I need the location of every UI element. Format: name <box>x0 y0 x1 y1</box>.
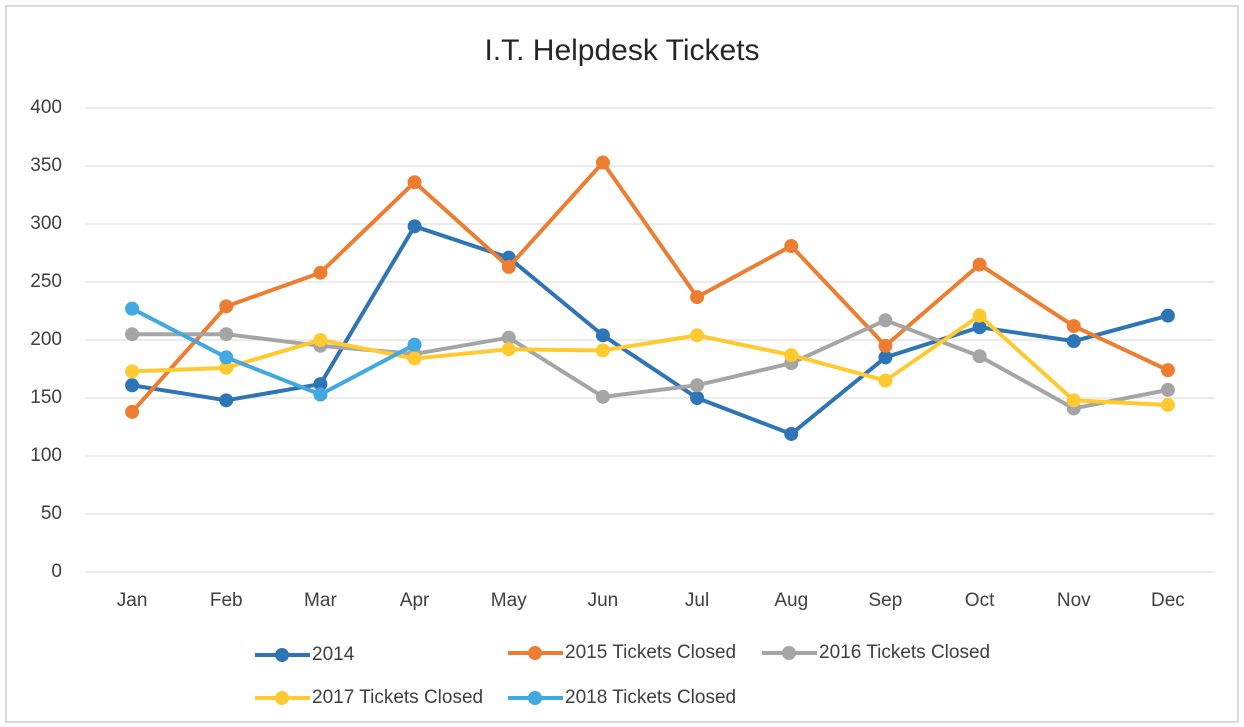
data-point <box>125 327 140 342</box>
data-point <box>595 328 610 343</box>
data-point <box>972 349 987 364</box>
x-tick-label: Oct <box>965 590 995 611</box>
data-point <box>878 373 893 388</box>
x-tick-label: Feb <box>210 590 243 611</box>
data-point <box>972 257 987 272</box>
data-point <box>501 330 516 345</box>
data-point <box>784 239 799 254</box>
data-point <box>407 219 422 234</box>
data-point <box>690 328 705 343</box>
data-point <box>313 377 328 392</box>
legend-marker <box>275 691 289 705</box>
legend-marker <box>275 648 289 662</box>
legend-label: 2015 Tickets Closed <box>565 642 736 663</box>
x-tick-label: Jan <box>117 590 148 611</box>
data-point <box>219 360 234 375</box>
data-point <box>1066 334 1081 349</box>
y-tick-label: 400 <box>30 97 62 118</box>
x-tick-label: Apr <box>400 590 430 611</box>
data-point <box>972 320 987 335</box>
data-point <box>784 426 799 441</box>
y-tick-label: 150 <box>30 387 62 408</box>
data-point <box>219 393 234 408</box>
x-tick-label: Nov <box>1057 590 1091 611</box>
data-point <box>1160 397 1175 412</box>
data-point <box>690 378 705 393</box>
x-tick-label: Sep <box>869 590 903 611</box>
y-tick-label: 250 <box>30 271 62 292</box>
data-point <box>595 155 610 170</box>
data-point <box>878 313 893 328</box>
data-point <box>125 364 140 379</box>
x-tick-label: Mar <box>304 590 337 611</box>
legend-marker <box>528 691 542 705</box>
y-tick-label: 350 <box>30 155 62 176</box>
data-point <box>690 290 705 305</box>
legend-label: 2018 Tickets Closed <box>565 687 736 708</box>
data-point <box>595 343 610 358</box>
x-tick-label: Dec <box>1151 590 1185 611</box>
data-point <box>313 333 328 347</box>
data-point <box>313 265 328 280</box>
legend-label: 2017 Tickets Closed <box>312 687 483 708</box>
data-point <box>219 327 234 342</box>
data-point <box>1066 319 1081 334</box>
series-line <box>130 160 1169 414</box>
data-point <box>878 338 893 353</box>
y-tick-label: 100 <box>30 445 62 466</box>
data-point <box>595 389 610 404</box>
x-tick-label: May <box>491 590 527 611</box>
x-tick-label: Aug <box>774 590 808 611</box>
data-point <box>407 175 422 190</box>
data-point <box>219 350 234 365</box>
series-line <box>131 306 416 397</box>
legend-label: 2014 <box>312 644 355 665</box>
y-tick-label: 0 <box>51 561 62 582</box>
legend-marker <box>528 646 542 660</box>
data-point <box>1160 382 1175 397</box>
data-point <box>125 301 140 316</box>
data-point <box>1160 308 1175 323</box>
chart-border <box>5 5 1239 723</box>
data-point <box>878 350 893 365</box>
data-point <box>219 299 234 314</box>
series-line <box>132 313 1169 407</box>
data-point <box>313 387 328 402</box>
data-point <box>125 404 140 419</box>
data-point <box>501 342 516 357</box>
y-tick-label: 50 <box>41 503 62 524</box>
data-point <box>125 378 140 393</box>
data-point <box>1066 393 1081 408</box>
data-point <box>501 259 516 274</box>
data-point <box>1160 363 1175 378</box>
data-point <box>784 348 799 363</box>
data-point <box>972 308 987 323</box>
x-tick-label: Jun <box>588 590 619 611</box>
data-point <box>407 337 422 352</box>
chart-title: I.T. Helpdesk Tickets <box>484 34 759 67</box>
y-tick-label: 300 <box>30 213 62 234</box>
legend-label: 2016 Tickets Closed <box>819 642 990 663</box>
data-point <box>690 391 705 405</box>
data-point <box>407 351 422 366</box>
legend-marker <box>782 646 796 660</box>
x-tick-label: Jul <box>685 590 709 611</box>
y-tick-label: 200 <box>30 329 62 350</box>
